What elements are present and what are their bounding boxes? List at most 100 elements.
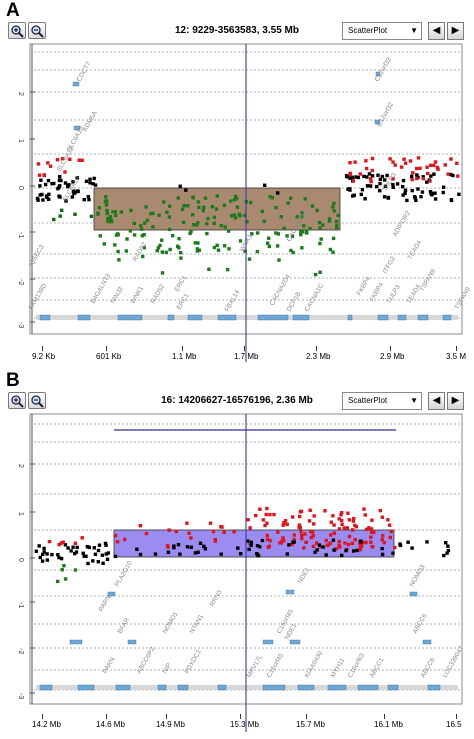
data-point [84,179,89,183]
x-tick-label: 2.3 Mb [306,352,331,361]
data-point [132,233,137,237]
data-point [324,553,328,557]
view-mode-select[interactable]: ScatterPlot ▼ [342,22,422,40]
data-point [250,232,254,236]
data-point [411,171,415,175]
data-point [58,195,62,199]
scatter-plot-area[interactable]: 2 1 0 -1 -2 -3 PLA2G10 PARN RRN3 NDE1 NOMO3 BFAR NOM… [17,412,465,732]
data-point [299,229,303,234]
scatter-plot-area[interactable]: 2 1 0 -1 -2 -3 CDCT7 SLC6A13 KDM5A SLC6A12 SLC6A13… [17,42,472,362]
data-point [86,195,90,199]
data-point [82,197,86,202]
data-point [380,546,384,551]
data-point [138,552,143,557]
data-point [225,267,230,272]
scroll-left-button[interactable]: ◀ [428,22,445,40]
data-point [80,536,84,540]
zoom-out-button[interactable] [28,392,46,409]
zoom-in-button[interactable] [8,22,26,39]
data-point [276,530,280,534]
data-point [201,209,205,213]
data-point [352,549,356,553]
data-point [129,208,133,213]
view-mode-value: ScatterPlot [348,26,388,35]
data-point [350,528,355,532]
data-point [446,548,451,553]
data-point [429,163,433,167]
data-point [328,247,333,252]
data-point [167,215,172,219]
gene-track-block [39,684,53,691]
data-point [342,526,346,530]
x-tick-label: 16.1 Mb [374,720,403,729]
data-point [145,218,150,222]
data-point [139,227,144,231]
data-point [332,201,336,206]
data-point [151,225,155,229]
data-point [412,195,417,199]
data-point [196,550,200,554]
data-point [220,525,224,529]
data-point [457,192,461,196]
data-point [144,205,148,209]
view-mode-select[interactable]: ScatterPlot ▼ [342,392,422,410]
gene-block [289,639,301,645]
data-point [358,545,362,550]
panel-a: A 12: 9229-3563583, 3.55 Mb ScatterPlot … [6,0,472,362]
data-point [149,211,153,216]
data-point [219,552,223,556]
x-tick-mark [106,346,107,351]
scatter-plot-canvas[interactable]: 210-1-2-3CDCT7SLC6A13KDM5ASLC6A12SLC6A13… [17,42,472,362]
data-point [356,175,360,180]
scroll-right-button[interactable]: ▶ [447,22,464,40]
data-point [325,543,329,548]
data-point [360,188,365,192]
data-point [391,182,395,187]
data-point [101,561,105,565]
data-point [348,173,352,177]
gene-label: NIP [162,662,173,675]
data-point [58,184,62,188]
data-point [311,544,316,549]
data-point [315,541,319,545]
y-tick-label: 1 [17,139,24,143]
data-point [222,244,227,248]
data-point [66,546,70,550]
x-tick-label: 1.7 Mb [234,352,259,361]
data-point [300,215,304,219]
data-point [219,224,223,228]
scroll-left-button[interactable]: ◀ [428,392,445,410]
zoom-out-button[interactable] [28,22,46,39]
region-title: 12: 9229-3563583, 3.55 Mb [175,25,299,36]
data-point [369,527,374,531]
data-point [124,249,128,253]
data-point [327,219,332,223]
data-point [212,245,217,250]
data-point [178,552,182,556]
data-point [318,270,322,274]
gene-track-block [77,684,95,691]
data-point [300,211,304,215]
arrow-right-icon: ▶ [451,25,460,36]
data-point [92,546,96,550]
data-point [445,551,449,555]
data-point [60,568,64,572]
data-point [232,213,237,217]
data-point [292,533,296,537]
data-point [353,537,357,542]
zoom-in-icon [11,395,24,408]
data-point [42,546,46,551]
x-tick-mark [306,714,307,719]
data-point [40,559,45,563]
data-point [82,554,86,558]
data-point [63,181,68,185]
data-point [363,513,367,517]
y-tick-label: -3 [17,322,24,328]
data-point [391,185,395,189]
scroll-right-button[interactable]: ▶ [447,392,464,410]
data-point [300,536,304,541]
data-point [343,541,347,545]
zoom-in-button[interactable] [8,392,26,409]
data-point [272,512,276,517]
